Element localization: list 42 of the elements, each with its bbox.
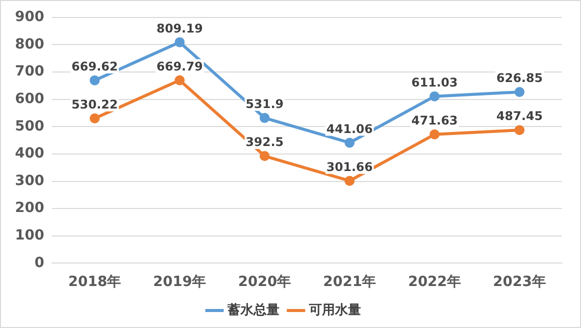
x-tick-label: 2023年 [493,274,546,290]
x-tick-label: 2022年 [408,274,462,290]
data-label: 471.63 [411,114,458,128]
data-label: 531.9 [246,97,284,112]
x-tick-label: 2021年 [323,274,376,290]
data-label: 626.85 [496,71,543,86]
y-tick-label: 500 [14,118,44,134]
point [174,75,185,86]
y-tick-label: 900 [14,9,44,26]
y-tick-label: 600 [14,90,44,107]
point [430,129,440,140]
data-label: 392.5 [246,135,284,150]
data-label: 809.19 [156,21,203,36]
point [260,112,270,123]
y-tick-label: 100 [14,228,44,244]
y-tick-label: 400 [14,146,44,162]
data-label: 611.03 [411,75,458,90]
point [514,125,525,136]
legend-label: 蓄水总量 [226,302,280,318]
x-tick-label: 2020年 [238,274,292,290]
data-label: 301.66 [326,160,373,174]
y-tick-label: 200 [14,200,44,216]
point [514,87,525,97]
data-label: 441.06 [326,122,373,136]
data-label: 669.79 [156,59,203,74]
point [430,91,440,102]
y-tick-label: 700 [14,64,44,80]
point [344,176,355,186]
point [90,113,100,124]
data-label: 487.45 [496,109,543,124]
point [344,138,355,148]
y-tick-label: 800 [14,36,44,52]
data-label: 530.22 [72,98,118,112]
point [90,75,100,86]
x-tick-label: 2018年 [68,274,122,290]
point [260,151,270,162]
y-tick-label: 300 [14,172,44,189]
y-tick-label: 0 [34,254,44,271]
point [174,37,185,48]
legend-label: 可用水量 [308,302,361,318]
data-label: 669.62 [72,59,118,74]
x-tick-label: 2019年 [153,274,206,290]
